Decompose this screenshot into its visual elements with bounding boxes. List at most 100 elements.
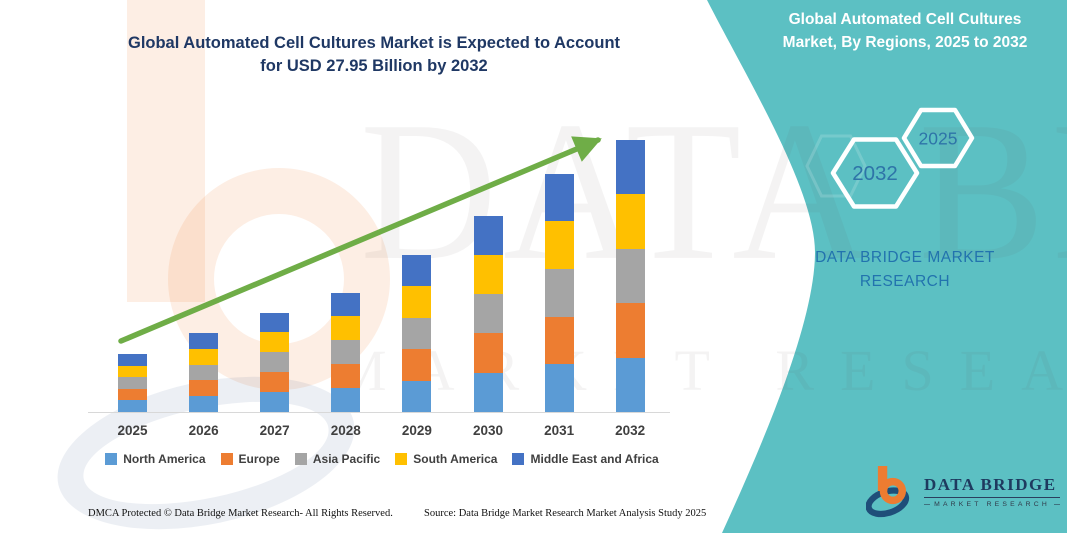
year-label-2027: 2027 [259,423,290,438]
bar-segment-2028-middle-east-and-africa [331,292,361,317]
bar-segment-2026-south-america [189,348,219,365]
bar-segment-2030-middle-east-and-africa [473,215,503,255]
bar-segment-2030-asia-pacific [473,294,503,334]
legend-item-north-america: North America [105,452,206,466]
hexagon-2025-label: 2025 [919,129,958,149]
bar-segment-2031-south-america [544,221,574,269]
bar-segment-2027-europe [260,372,290,393]
bar-2032 [615,139,645,412]
bar-chart [88,98,676,413]
chart-title: Global Automated Cell Cultures Market is… [88,32,660,78]
infographic-page: { "main_title": { "line1": "Global Autom… [43,0,1067,554]
legend-item-asia-pacific: Asia Pacific [294,452,381,466]
year-label-2030: 2030 [472,423,504,438]
legend-label: South America [413,452,498,466]
legend-swatch-south-america [395,453,408,465]
bar-segment-2027-asia-pacific [260,352,290,373]
bar-segment-2029-south-america [402,286,432,318]
year-label-2029: 2029 [401,423,432,438]
bar-segment-2032-asia-pacific [615,248,645,303]
legend-item-europe: Europe [220,452,280,466]
x-axis-labels: 2025 2026 2027 2028 2029 2030 2031 2032 [88,423,676,441]
bar-segment-2025-south-america [118,365,147,378]
year-label-2031: 2031 [544,423,575,438]
bar-segment-2025-europe [118,388,147,401]
logo-icon-bowl [879,477,906,505]
logo-text: DATA BRIDGE MARKET RESEARCH [924,474,1061,508]
hexagon-2032-label: 2032 [852,162,898,185]
footer-dmca: DMCA Protected © Data Bridge Market Rese… [88,508,393,519]
legend: North America Europe Asia Pacific South Ame… [88,452,676,466]
bar-segment-2027-south-america [260,332,290,353]
bar-2025 [118,354,147,412]
bar-segment-2026-europe [189,380,219,397]
chart-title-line2: for USD 27.95 Billion by 2032 [260,57,488,75]
bar-segment-2032-north-america [615,357,645,412]
hexagon-2032 [830,137,920,209]
bar-segment-2027-middle-east-and-africa [260,312,290,333]
side-panel-title-line2: Market, By Regions, 2025 to 2032 [782,34,1028,51]
side-panel-title-line1: Global Automated Cell Cultures [788,11,1022,28]
bar-segment-2030-south-america [473,254,503,295]
bar-2029 [402,254,432,412]
bar-segment-2031-north-america [544,364,574,412]
bar-segment-2031-europe [544,316,574,365]
legend-label: Middle East and Africa [530,452,659,466]
logo-subtitle-text: MARKET RESEARCH [934,500,1050,508]
bar-segment-2032-europe [615,303,645,358]
bar-segment-2029-europe [402,349,432,381]
logo-divider [924,496,1060,498]
bar-segment-2031-asia-pacific [544,268,574,317]
logo-subtitle-line-right [1053,503,1061,505]
bar-segment-2029-north-america [402,380,432,412]
logo-title: DATA BRIDGE [924,474,1057,494]
bar-segment-2026-middle-east-and-africa [189,333,219,349]
legend-label: North America [123,452,206,466]
bar-segment-2025-north-america [118,400,147,412]
legend-swatch-europe [220,453,233,465]
bar-segment-2028-north-america [331,388,361,412]
hexagon-2025 [901,107,975,169]
bar-segment-2028-south-america [331,316,361,341]
side-panel-title: Global Automated Cell Cultures Market, B… [752,8,1058,54]
legend-item-middle-east-and-africa: Middle East and Africa [512,452,659,466]
logo-icon-stem [877,466,888,491]
bar-segment-2027-north-america [260,392,290,412]
bar-2026 [189,333,219,412]
bar-segment-2028-asia-pacific [331,340,361,365]
hexagon-watermark [805,134,867,198]
bar-segment-2031-middle-east-and-africa [544,173,574,222]
legend-label: Asia Pacific [312,452,381,466]
bar-segment-2028-europe [331,364,361,389]
year-label-2025: 2025 [117,423,148,438]
legend-swatch-north-america [105,453,118,465]
hexagon-badges: 2025 2032 [805,107,975,209]
logo-subtitle-line-left [924,503,931,505]
legend-label: Europe [238,452,280,466]
bar-2031 [544,173,574,412]
bar-2030 [473,215,503,412]
bar-segment-2030-north-america [473,372,503,412]
logo: DATA BRIDGE MARKET RESEARCH [866,464,1061,518]
brand-text-line1: DATA BRIDGE MARKET [815,249,995,266]
bar-segment-2026-asia-pacific [189,364,219,381]
brand-text: DATA BRIDGE MARKET RESEARCH [770,246,1040,294]
legend-swatch-middle-east-and-africa [512,453,525,465]
bar-segment-2025-asia-pacific [118,377,147,389]
bar-segment-2029-middle-east-and-africa [402,254,432,286]
year-label-2032: 2032 [615,423,646,438]
footer-source: Source: Data Bridge Market Research Mark… [424,508,707,519]
bar-segment-2032-middle-east-and-africa [615,139,645,194]
legend-swatch-asia-pacific [294,453,307,465]
bar-2028 [331,292,361,412]
logo-icon [866,466,910,518]
bar-segment-2032-south-america [615,194,645,249]
bar-2027 [260,312,290,412]
year-label-2026: 2026 [188,423,219,438]
chart-title-line1: Global Automated Cell Cultures Market is… [127,34,621,52]
logo-subtitle: MARKET RESEARCH [924,500,1061,508]
bar-segment-2026-north-america [189,396,219,412]
legend-item-south-america: South America [395,452,497,466]
bar-segment-2029-asia-pacific [402,317,432,349]
bar-segment-2025-middle-east-and-africa [118,354,147,366]
